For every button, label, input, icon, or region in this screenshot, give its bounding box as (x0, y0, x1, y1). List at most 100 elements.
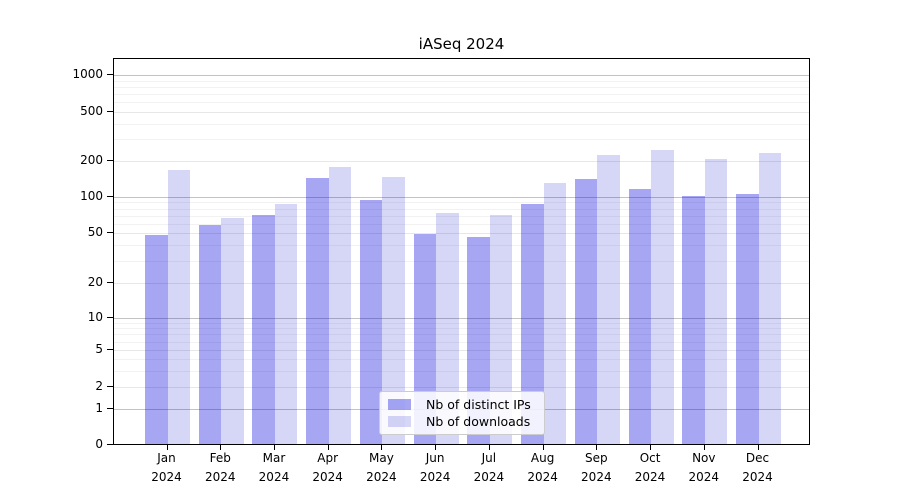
bar-downloads-mar (274, 204, 298, 444)
x-tick-label-mar: Mar 2024 (246, 449, 302, 487)
y-tick-label-50: 50 (87, 225, 103, 239)
gridline-1000 (114, 75, 809, 76)
gridline-300 (114, 139, 809, 141)
x-tick-month: Jan (157, 451, 176, 465)
x-tick-year: 2024 (204, 470, 236, 484)
x-tick-label-may: May 2024 (353, 449, 409, 487)
x-tick-year: 2024 (688, 470, 720, 484)
gridline-60 (114, 223, 809, 225)
y-tick-mark-500 (107, 111, 113, 112)
bar-downloads-nov (704, 158, 728, 444)
legend-item-downloads: Nb of downloads (380, 414, 544, 429)
x-tick-month: Nov (692, 451, 716, 465)
gridline-30 (114, 260, 809, 262)
x-tick-year: 2024 (151, 470, 182, 484)
bar-ips-sep (574, 178, 598, 444)
x-tick-label-sep: Sep 2024 (568, 449, 624, 487)
bar-ips-may (359, 199, 383, 444)
gridline-800 (114, 86, 809, 88)
y-tick-label-500: 500 (80, 104, 103, 118)
gridline-9 (114, 322, 809, 324)
x-tick-mark-dec (757, 445, 759, 450)
bar-ips-dec (736, 194, 759, 444)
gridline-2 (114, 387, 809, 388)
x-tick-label-jan: Jan 2024 (139, 449, 195, 487)
bar-downloads-apr (328, 166, 352, 444)
bar-ips-oct (628, 188, 652, 444)
chart-title: iASeq 2024 (418, 35, 505, 53)
gridline-8 (114, 328, 809, 330)
bar-downloads-oct (651, 150, 674, 444)
gridline-900 (114, 80, 809, 82)
legend: Nb of distinct IPs Nb of downloads (379, 391, 545, 435)
y-tick-label-20: 20 (87, 275, 103, 289)
y-tick-label-5: 5 (95, 342, 103, 356)
y-tick-label-0: 0 (95, 437, 103, 451)
y-tick-mark-5 (107, 349, 113, 350)
gridline-80 (114, 208, 809, 210)
x-tick-year: 2024 (581, 470, 612, 484)
bar-downloads-feb (221, 218, 244, 444)
x-tick-mark-nov (703, 445, 705, 450)
y-tick-mark-200 (107, 160, 113, 161)
x-tick-label-feb: Feb 2024 (192, 449, 248, 487)
gridline-100 (114, 197, 809, 198)
x-tick-mark-aug (542, 445, 544, 450)
x-tick-mark-jun (435, 445, 437, 450)
bar-downloads-may (382, 176, 405, 444)
x-tick-month: Aug (530, 451, 555, 465)
x-tick-mark-feb (220, 445, 222, 450)
x-tick-month: Apr (317, 451, 339, 465)
x-tick-mark-mar (273, 445, 275, 450)
x-tick-mark-oct (650, 445, 652, 450)
gridline-700 (114, 94, 809, 96)
y-tick-label-1: 1 (95, 401, 103, 415)
bar-ips-nov (682, 196, 705, 444)
gridline-200 (114, 161, 809, 162)
legend-label-distinct-ips: Nb of distinct IPs (426, 397, 531, 412)
x-tick-year: 2024 (258, 470, 290, 484)
x-tick-year: 2024 (473, 470, 505, 484)
gridline-70 (114, 215, 809, 217)
x-tick-label-oct: Oct 2024 (622, 449, 678, 487)
x-tick-month: Oct (639, 451, 661, 465)
x-tick-label-nov: Nov 2024 (676, 449, 732, 487)
x-tick-month: Feb (209, 451, 231, 465)
y-tick-label-2: 2 (95, 379, 103, 393)
gridline-3 (114, 370, 809, 372)
y-tick-mark-50 (107, 232, 113, 233)
x-tick-mark-apr (327, 445, 329, 450)
x-tick-month: May (369, 451, 394, 465)
x-tick-year: 2024 (634, 470, 666, 484)
gridline-10 (114, 318, 809, 319)
x-tick-month: Sep (585, 451, 608, 465)
x-tick-mark-jul (488, 445, 490, 450)
bar-ips-jan (145, 235, 168, 444)
gridline-600 (114, 102, 809, 104)
x-tick-label-dec: Dec 2024 (730, 449, 786, 487)
gridline-6 (114, 341, 809, 343)
x-tick-label-jun: Jun 2024 (407, 449, 463, 487)
bar-ips-feb (198, 225, 222, 444)
legend-swatch-downloads (388, 416, 411, 427)
x-tick-label-apr: Apr 2024 (300, 449, 356, 487)
x-tick-year: 2024 (527, 470, 558, 484)
x-tick-mark-sep (596, 445, 598, 450)
bar-ips-apr (306, 177, 329, 444)
legend-item-distinct-ips: Nb of distinct IPs (380, 397, 544, 412)
x-tick-mark-may (381, 445, 383, 450)
bar-downloads-jul (489, 215, 513, 444)
x-tick-month: Jul (481, 451, 497, 465)
x-tick-year: 2024 (312, 470, 343, 484)
y-tick-mark-1 (107, 408, 113, 409)
x-tick-label-jul: Jul 2024 (461, 449, 517, 487)
gridline-5 (114, 350, 809, 351)
legend-swatch-distinct-ips (388, 399, 411, 410)
bar-downloads-sep (597, 154, 620, 444)
gridline-4 (114, 359, 809, 360)
y-tick-mark-10 (107, 317, 113, 318)
y-tick-mark-20 (107, 282, 113, 283)
bar-ips-aug (521, 203, 544, 444)
y-tick-mark-2 (107, 386, 113, 387)
